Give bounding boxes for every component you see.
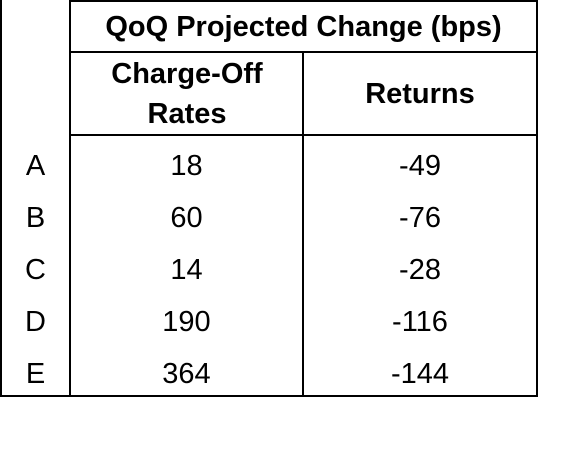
column-header: Returns <box>365 78 475 110</box>
cell-value: 190 <box>162 306 211 338</box>
cell-value: -116 <box>392 306 448 338</box>
cell-value: 18 <box>170 150 203 182</box>
cell-value: -144 <box>390 358 450 390</box>
row-label: C <box>25 254 46 286</box>
row-label: A <box>25 150 46 182</box>
cell-value: 60 <box>170 202 203 234</box>
cell-value: 364 <box>162 358 211 390</box>
row-label: B <box>25 202 46 234</box>
column-header: Charge-Off Rates <box>111 58 263 130</box>
cell-value: -28 <box>399 254 441 286</box>
row-label: D <box>25 306 46 338</box>
cell-value: 14 <box>170 254 203 286</box>
cell-value: -49 <box>399 150 441 182</box>
row-label: E <box>25 358 46 390</box>
cell-value: -76 <box>399 202 441 234</box>
table-title: QoQ Projected Change (bps) <box>105 11 502 43</box>
